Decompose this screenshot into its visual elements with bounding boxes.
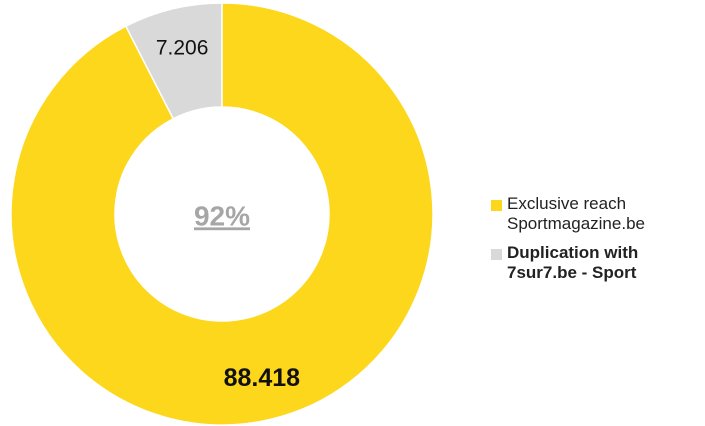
legend-label: Duplication with 7sur7.be - Sport [507,243,639,282]
value-label: 88.418 [224,364,301,392]
legend: Exclusive reach Sportmagazine.be Duplicat… [491,194,705,292]
donut-segment [10,2,434,426]
legend-entry: Duplication with 7sur7.be - Sport [491,243,705,283]
legend-label: Exclusive reach Sportmagazine.be [507,194,645,233]
legend-swatch [491,249,502,260]
legend-swatch [491,200,502,211]
legend-entry: Exclusive reach Sportmagazine.be [491,194,705,234]
donut-chart: 92% 88.418 7.206 [10,2,434,426]
value-label: 7.206 [156,36,209,59]
center-label: 92% [194,200,250,231]
